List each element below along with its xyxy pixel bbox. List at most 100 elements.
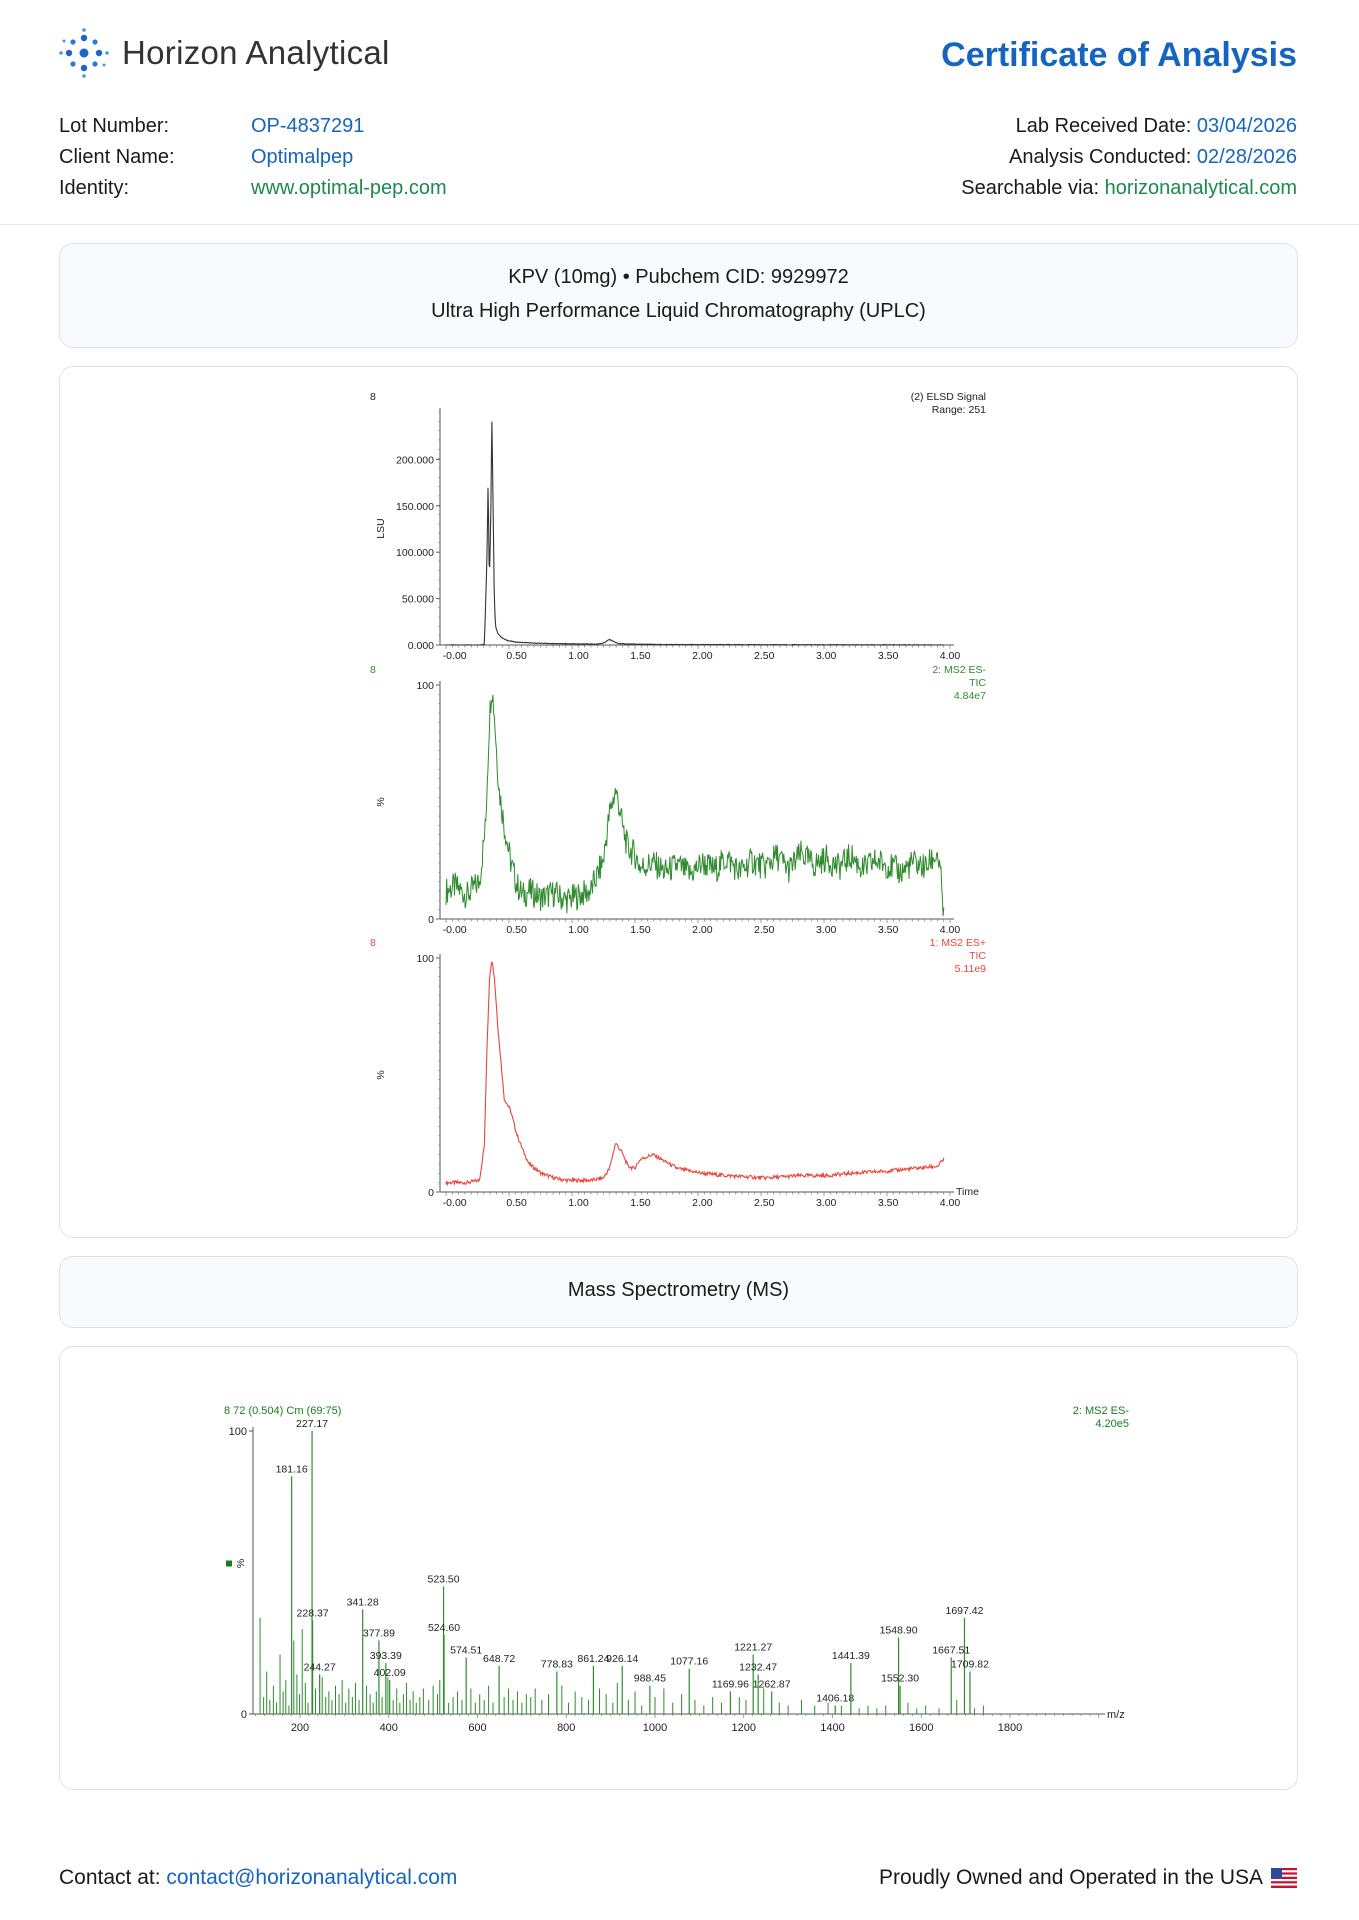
y-tick-label: 100 [229, 1426, 247, 1438]
x-tick-label: 3.50 [878, 650, 899, 662]
peak-label: 1221.27 [734, 1642, 772, 1654]
analysis-conducted-row: Analysis Conducted: 02/28/2026 [1009, 142, 1297, 172]
searchable-label: Searchable via: [961, 177, 1100, 199]
peak-label: 648.72 [483, 1653, 515, 1665]
x-tick-label: 2.50 [754, 924, 775, 936]
peak-label: 1232.47 [739, 1661, 777, 1673]
x-tick-label: 2.50 [754, 650, 775, 662]
x-tick-label: 2.00 [692, 924, 713, 936]
y-tick-label: 50.000 [402, 594, 434, 606]
series-line [445, 421, 944, 646]
contact-label: Contact at: [59, 1866, 161, 1889]
y-tick-label: 100.000 [396, 547, 434, 559]
searchable-row: Searchable via: horizonanalytical.com [961, 173, 1297, 203]
peak-label: 244.27 [304, 1661, 336, 1673]
peak-label: 1441.39 [832, 1650, 870, 1662]
footer-contact: Contact at: contact@horizonanalytical.co… [59, 1866, 457, 1890]
x-tick-label: 2.00 [692, 1197, 713, 1209]
legend-line: Range: 251 [932, 404, 986, 416]
x-tick-label: 0.50 [506, 650, 527, 662]
x-tick-label: -0.00 [443, 1197, 467, 1209]
x-tick-label: 3.00 [816, 924, 837, 936]
peak-label: 1667.51 [932, 1644, 970, 1656]
mass-spectrum-chart: 200 400 600 800 1000 1200 1400 1600 1800 0 100% m/z… [224, 1405, 1129, 1734]
ms-title: Mass Spectrometry (MS) [567, 1279, 790, 1301]
x-tick-label: 0.50 [506, 1197, 527, 1209]
peak-label: 1406.18 [816, 1693, 854, 1705]
x-tick-label: -0.00 [443, 650, 467, 662]
y-axis-label: LSU [375, 518, 387, 538]
y-tick-label: 0 [428, 914, 434, 926]
chromatogram-charts: -0.00 0.50 1.00 1.50 2.00 2.50 3.00 3.50 4.00 0.0… [370, 391, 987, 1209]
brand-logo: Horizon Analytical [58, 28, 390, 78]
peak-label: 341.28 [347, 1596, 379, 1608]
footer-usa: Proudly Owned and Operated in the USA [879, 1866, 1297, 1890]
client-name-value: Optimalpep [251, 146, 354, 168]
x-tick-label: 3.00 [816, 1197, 837, 1209]
client-name-label: Client Name: [59, 146, 175, 168]
y-axis-label: % [235, 1559, 247, 1568]
series-line [445, 961, 945, 1187]
peak-label: 778.83 [541, 1659, 573, 1671]
peak-label: 227.17 [296, 1418, 328, 1430]
chromatogram-2: -0.00 0.50 1.00 1.50 2.00 2.50 3.00 3.50 4.00 0 10… [370, 664, 987, 936]
x-tick-label: 1200 [732, 1722, 756, 1734]
peak-label: 1552.30 [881, 1673, 919, 1685]
dots-logo-icon [59, 28, 109, 78]
legend-line: TIC [969, 677, 986, 689]
x-tick-label: 400 [380, 1722, 398, 1734]
x-tick-label: 4.00 [940, 1197, 961, 1209]
legend-line: 4.84e7 [954, 690, 986, 702]
peak-label: 524.60 [428, 1622, 460, 1634]
y-tick-label: 0.000 [408, 640, 434, 652]
peak-label: 377.89 [363, 1627, 395, 1639]
x-tick-label: 4.00 [940, 650, 961, 662]
x-tick-label: 1.50 [630, 1197, 651, 1209]
peak-label: 523.50 [427, 1574, 459, 1586]
us-flag-icon [1271, 1868, 1297, 1888]
y-tick-label: 200.000 [396, 454, 434, 466]
peak-label: 228.37 [297, 1608, 329, 1620]
uplc-title-panel: KPV (10mg) • Pubchem CID: 9929972 Ultra … [59, 243, 1298, 348]
peak-label: 1077.16 [670, 1656, 708, 1668]
x-tick-label: 3.50 [878, 1197, 899, 1209]
ms-spectrum-panel: 200 400 600 800 1000 1200 1400 1600 1800 0 100% m/z… [59, 1346, 1298, 1790]
x-tick-label: 800 [557, 1722, 575, 1734]
peak-label: 393.39 [370, 1650, 402, 1662]
lab-received-value: 03/04/2026 [1196, 115, 1297, 137]
identity-label: Identity: [59, 177, 130, 199]
contact-email-link[interactable]: contact@horizonanalytical.com [166, 1866, 458, 1889]
chart-corner-label: 8 [370, 391, 376, 403]
y-tick-label: 0 [428, 1187, 434, 1199]
y-tick-label: 100 [416, 680, 434, 692]
searchable-value: horizonanalytical.com [1104, 177, 1297, 199]
analysis-conducted-label: Analysis Conducted: [1009, 146, 1192, 168]
usa-text: Proudly Owned and Operated in the USA [878, 1866, 1263, 1889]
x-tick-label: 1.00 [568, 650, 589, 662]
compound-title: KPV (10mg) • Pubchem CID: 9929972 [508, 266, 849, 288]
chart-corner-label: 8 [370, 937, 376, 949]
x-axis-label: m/z [1107, 1709, 1125, 1721]
identity-value: www.optimal-pep.com [251, 177, 447, 199]
peak-label: 1709.82 [951, 1659, 989, 1671]
analysis-conducted-value: 02/28/2026 [1196, 146, 1297, 168]
legend-line: TIC [969, 950, 986, 962]
chart-corner-label: 8 72 (0.504) Cm (69:75) [224, 1405, 341, 1417]
y-tick-label: 150.000 [396, 501, 434, 513]
y-tick-label: 0 [241, 1709, 247, 1721]
lot-number-label: Lot Number: [59, 115, 170, 137]
y-axis-label: % [375, 1070, 387, 1079]
uplc-subtitle: Ultra High Performance Liquid Chromatogr… [431, 300, 926, 322]
spectrum-group: 200 400 600 800 1000 1200 1400 1600 1800 0 100% m/z… [224, 1405, 1129, 1734]
lot-number-value: OP-4837291 [251, 115, 365, 137]
legend-line: 4.20e5 [1095, 1418, 1129, 1430]
ms-title-panel: Mass Spectrometry (MS) [59, 1256, 1298, 1328]
chromatogram-panel: -0.00 0.50 1.00 1.50 2.00 2.50 3.00 3.50 4.00 0.0… [59, 366, 1298, 1238]
peak-label: 402.09 [374, 1667, 406, 1679]
peak-label: 926.14 [606, 1653, 638, 1665]
lab-received-row: Lab Received Date: 03/04/2026 [1016, 111, 1297, 141]
header-divider [0, 224, 1359, 225]
x-tick-label: 600 [468, 1722, 486, 1734]
peak-label: 181.16 [276, 1463, 308, 1475]
x-tick-label: 1400 [820, 1722, 844, 1734]
